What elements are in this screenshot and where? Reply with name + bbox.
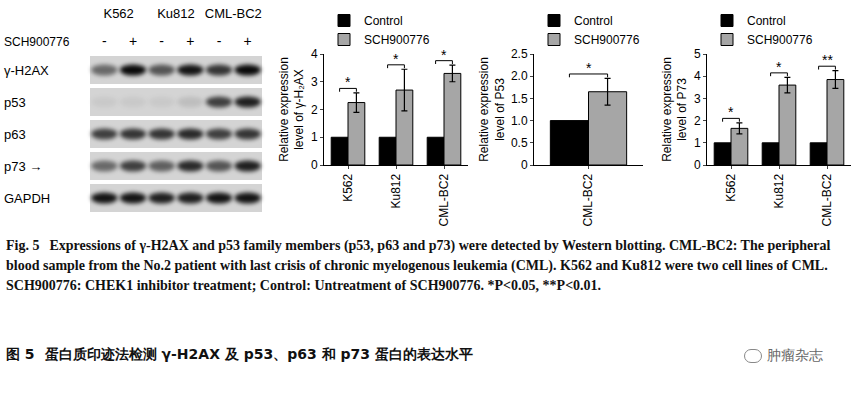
svg-text:CML-BC2: CML-BC2 <box>820 173 834 226</box>
svg-text:4: 4 <box>311 47 318 61</box>
svg-text:4: 4 <box>694 69 701 83</box>
html-text:图 5: 图 5 <box>6 346 35 362</box>
svg-text:+: + <box>244 33 252 49</box>
html-text:Fig. 5: Fig. 5 <box>6 238 40 253</box>
svg-text:-: - <box>159 33 164 49</box>
svg-text:p73 →: p73 → <box>4 159 42 174</box>
svg-text:K562: K562 <box>103 6 133 21</box>
svg-text:*: * <box>441 47 447 63</box>
svg-text:Control: Control <box>747 14 786 28</box>
svg-text:0: 0 <box>311 158 318 172</box>
svg-text:-: - <box>102 33 107 49</box>
svg-text:Relative expressionlevel of P7: Relative expressionlevel of P73 <box>660 57 690 162</box>
html-text:肿瘤杂志: 肿瘤杂志 <box>767 347 823 363</box>
svg-text:*: * <box>728 104 734 120</box>
svg-text:1: 1 <box>694 136 701 150</box>
svg-text:Relative expressionlevel of γ-: Relative expressionlevel of γ-H₂AX <box>277 57 307 162</box>
html-text:蛋白质印迹法检测 γ-H2AX 及 p53、p63 和 p7: 蛋白质印迹法检测 γ-H2AX 及 p53、p63 和 p73 蛋白的表达水平 <box>44 346 473 362</box>
svg-text:Relative expressionlevel of P5: Relative expressionlevel of P53 <box>477 57 507 162</box>
svg-text:1.5: 1.5 <box>511 92 528 106</box>
svg-text:Ku812: Ku812 <box>772 173 786 208</box>
svg-text:p63: p63 <box>4 127 26 142</box>
svg-text:*: * <box>345 74 351 90</box>
svg-text:0: 0 <box>521 158 528 172</box>
svg-text:3: 3 <box>694 92 701 106</box>
svg-text:K562: K562 <box>341 173 355 201</box>
svg-text:SCH900776: SCH900776 <box>4 35 70 49</box>
svg-text:p53: p53 <box>4 95 26 110</box>
svg-text:*: * <box>393 51 399 67</box>
svg-text:Control: Control <box>574 14 613 28</box>
svg-text:CML-BC2: CML-BC2 <box>437 173 451 226</box>
svg-text:CML-BC2: CML-BC2 <box>205 6 262 21</box>
svg-text:+: + <box>129 33 137 49</box>
svg-text:*: * <box>776 59 782 75</box>
svg-text:2.5: 2.5 <box>511 47 528 61</box>
svg-text:SCH900776: SCH900776 <box>574 33 640 47</box>
svg-text:**: ** <box>822 52 833 68</box>
svg-text:Ku812: Ku812 <box>157 6 195 21</box>
svg-text:γ-H2AX: γ-H2AX <box>4 63 49 78</box>
svg-text:0: 0 <box>694 158 701 172</box>
svg-text:2: 2 <box>694 114 701 128</box>
svg-text:Ku812: Ku812 <box>389 173 403 208</box>
html-text:Expressions of γ-H2AX and p53: Expressions of γ-H2AX and p53 family mem… <box>6 238 831 293</box>
svg-text:1: 1 <box>311 130 318 144</box>
svg-text:5: 5 <box>694 47 701 61</box>
svg-text:SCH900776: SCH900776 <box>747 33 813 47</box>
svg-text:GAPDH: GAPDH <box>4 191 50 206</box>
svg-text:K562: K562 <box>724 173 738 201</box>
svg-text:3: 3 <box>311 75 318 89</box>
svg-text:CML-BC2: CML-BC2 <box>581 173 595 226</box>
svg-text:1.0: 1.0 <box>511 114 528 128</box>
svg-text:2: 2 <box>311 103 318 117</box>
svg-text:2.0: 2.0 <box>511 69 528 83</box>
svg-text:0.5: 0.5 <box>511 136 528 150</box>
svg-text:+: + <box>186 33 194 49</box>
svg-text:SCH900776: SCH900776 <box>364 33 430 47</box>
svg-text:*: * <box>586 60 592 76</box>
svg-text:-: - <box>217 33 222 49</box>
svg-text:Control: Control <box>364 14 403 28</box>
